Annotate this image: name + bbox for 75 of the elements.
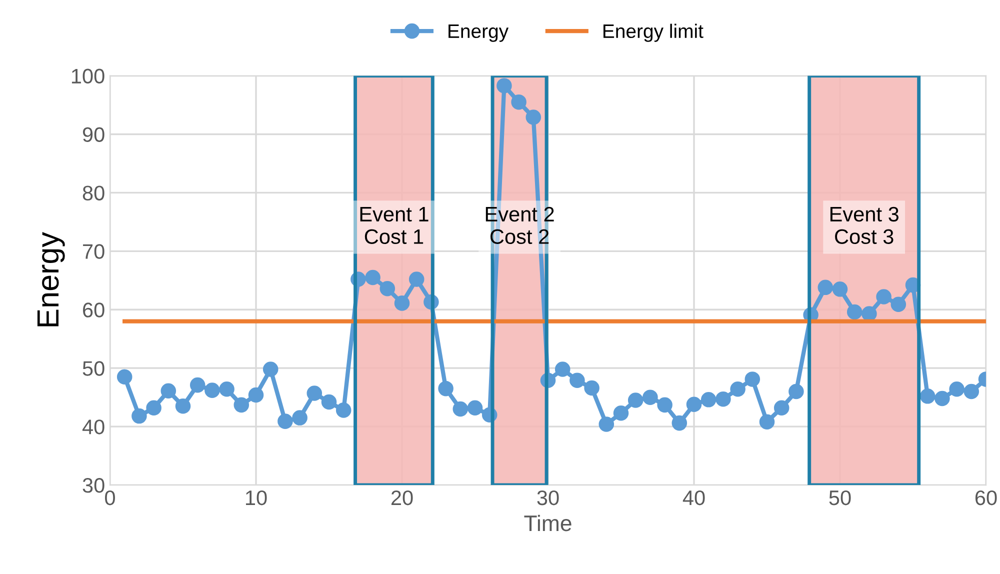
point xyxy=(700,392,716,408)
point xyxy=(744,372,760,387)
point xyxy=(876,289,892,304)
x-tick-label: 0 xyxy=(105,490,115,506)
y-tick-label: 90 xyxy=(82,127,104,142)
point xyxy=(890,296,906,312)
point xyxy=(380,280,396,296)
point xyxy=(394,296,410,311)
point xyxy=(336,402,352,418)
point xyxy=(204,382,220,398)
point xyxy=(598,416,614,432)
y-tick-label: 50 xyxy=(82,361,104,376)
point xyxy=(511,94,526,110)
point xyxy=(964,384,980,400)
point xyxy=(949,382,964,397)
legend-label: Energy xyxy=(448,24,509,42)
point xyxy=(920,388,936,404)
point xyxy=(408,272,424,287)
x-tick-label: 50 xyxy=(829,490,851,506)
y-tick-label: 60 xyxy=(83,302,104,318)
point xyxy=(570,372,585,388)
point xyxy=(365,270,380,286)
y-tick-label: 100 xyxy=(72,68,104,84)
point xyxy=(846,304,862,320)
y-tick-label: 80 xyxy=(82,186,104,200)
point xyxy=(554,362,570,377)
point xyxy=(278,414,293,429)
y-tick-label: 30 xyxy=(82,478,104,493)
point xyxy=(818,280,834,296)
point xyxy=(686,396,702,412)
y-axis-title: Energy xyxy=(37,232,65,326)
point xyxy=(716,391,731,407)
x-tick-label: 30 xyxy=(537,490,559,506)
point xyxy=(292,410,308,426)
point xyxy=(613,405,629,421)
point xyxy=(132,408,147,424)
x-axis-title: Time xyxy=(524,514,572,532)
point xyxy=(628,392,644,408)
point xyxy=(642,390,658,405)
point xyxy=(496,78,512,94)
point xyxy=(584,380,600,396)
point xyxy=(657,397,672,413)
x-tick-label: 60 xyxy=(975,490,997,506)
x-tick-label: 40 xyxy=(682,490,705,506)
point xyxy=(262,362,278,377)
band-label: Event 3 Cost 3 xyxy=(830,206,898,244)
point xyxy=(321,394,337,410)
point xyxy=(175,398,191,414)
band-label: Event 1 Cost 1 xyxy=(360,207,428,244)
point xyxy=(672,415,688,431)
point xyxy=(526,110,542,125)
point xyxy=(788,384,804,400)
point xyxy=(116,369,132,385)
point xyxy=(306,386,322,401)
point xyxy=(160,383,176,399)
point xyxy=(467,400,483,416)
y-tick-label: 70 xyxy=(83,244,104,259)
legend-label: Energy limit xyxy=(604,24,704,42)
point xyxy=(774,400,790,416)
point xyxy=(248,387,264,403)
y-tick-label: 40 xyxy=(82,420,104,434)
x-tick-label: 10 xyxy=(246,490,267,506)
x-tick-label: 20 xyxy=(391,490,413,506)
point xyxy=(438,380,454,396)
band-label: Event 2 Cost 2 xyxy=(486,206,554,244)
point xyxy=(730,382,746,397)
point xyxy=(146,400,162,416)
point xyxy=(234,397,250,413)
point xyxy=(934,390,950,406)
point xyxy=(832,282,848,297)
point xyxy=(452,401,468,417)
point xyxy=(862,306,877,322)
point xyxy=(759,414,775,430)
point xyxy=(190,377,206,393)
point xyxy=(219,382,234,397)
